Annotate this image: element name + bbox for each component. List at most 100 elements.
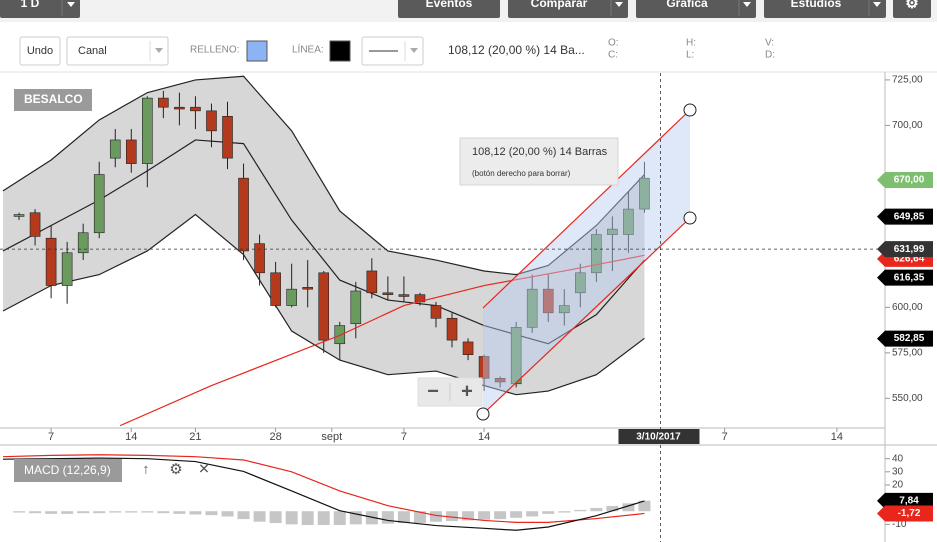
channel-handle[interactable] — [476, 407, 490, 421]
button[interactable] — [0, 0, 80, 18]
histogram-bar — [590, 507, 603, 512]
candle-body — [93, 174, 105, 234]
moving-average — [119, 254, 645, 427]
channel-drawing[interactable] — [476, 103, 697, 421]
x-tick-label: 7 — [401, 431, 407, 443]
x-tick-label: 14 — [125, 431, 137, 443]
indicator-badge — [14, 459, 122, 482]
candle-body — [591, 234, 602, 274]
indicator-label: MACD (12,26,9) — [24, 463, 111, 477]
candle-body — [109, 139, 121, 159]
price-tag-label: 626,64 — [894, 254, 925, 265]
histogram-bar — [45, 511, 58, 514]
histogram-bar — [413, 511, 426, 524]
candle-body — [254, 243, 265, 274]
x-tick-label: 14 — [478, 431, 490, 443]
candle-body — [494, 378, 506, 383]
histogram-bar — [253, 511, 266, 522]
histogram-bar — [173, 511, 186, 514]
settings-icon[interactable]: ⚙ — [169, 461, 182, 478]
price-tag-label: 649,85 — [894, 211, 925, 222]
settings-button[interactable] — [893, 0, 931, 18]
price-tag-label: 616,35 — [894, 272, 925, 283]
zoom-out[interactable]: − — [427, 380, 439, 402]
dropdown-arrow — [155, 48, 163, 53]
settings-icon: ⚙ — [905, 0, 918, 12]
move-icon[interactable]: ↑ — [143, 461, 150, 477]
button[interactable] — [508, 0, 628, 18]
button[interactable] — [764, 0, 886, 18]
tooltip-text: 108,12 (20,00 %) 14 Barras — [472, 146, 608, 158]
crosshair-date-label: 3/10/2017 — [636, 432, 681, 443]
dropdown-arrow — [743, 2, 751, 7]
candle-body — [639, 177, 650, 210]
fill-label: RELLENO: — [190, 45, 239, 56]
y-tick-label: 20 — [892, 480, 904, 491]
histogram-bar — [269, 511, 282, 524]
histogram-bar — [317, 511, 330, 526]
histogram-bar — [301, 511, 314, 526]
candle-body — [526, 288, 538, 328]
candle-body — [542, 288, 554, 314]
candle-body — [302, 287, 313, 290]
crosshair-price-label: 631,99 — [894, 244, 925, 255]
candle-body — [77, 232, 89, 254]
tooltip-note: (botón derecho para borrar) — [472, 169, 571, 178]
x-tick-label: 21 — [189, 431, 201, 443]
candle-body — [125, 139, 137, 164]
histogram-bar — [29, 511, 42, 514]
ohlc-label: O: — [608, 38, 619, 49]
histogram-bar — [125, 511, 138, 513]
ohlc-label: V: — [765, 38, 774, 49]
channel-handle[interactable] — [683, 103, 697, 117]
button-label: Comparar — [531, 0, 588, 10]
candle-body — [142, 97, 153, 164]
button-label: Eventos — [426, 0, 473, 10]
histogram-bar — [285, 511, 298, 525]
undo-button[interactable] — [19, 36, 61, 66]
histogram-bar — [558, 511, 571, 513]
candle-body — [190, 106, 201, 112]
signal-line — [2, 454, 645, 523]
histogram-bar — [526, 511, 539, 517]
line-swatch[interactable] — [329, 40, 351, 62]
price-tag — [877, 208, 933, 225]
channel-tooltip — [459, 137, 619, 186]
tool-select[interactable] — [66, 36, 169, 66]
channel-line — [482, 109, 691, 309]
candle-body — [222, 116, 233, 159]
price-plot: 725,00 700,00 600,00 575,00 550,00 7 14 21 28 sep… — [2, 75, 933, 443]
candle-body — [270, 272, 281, 306]
y-tick-label: 725,00 — [892, 75, 923, 86]
crosshair-price-tag — [877, 241, 933, 258]
measure-text: 108,12 (20,00 %) 14 Ba... — [448, 43, 585, 57]
dropdown-arrow — [67, 2, 75, 7]
dropdown-arrow — [615, 2, 623, 7]
dropdown-arrow — [410, 48, 418, 53]
button[interactable] — [398, 0, 500, 18]
price-tag — [877, 269, 933, 286]
indicator-tag-label: 7,84 — [899, 496, 919, 507]
candle-body — [174, 106, 185, 110]
y-tick-label: 40 — [892, 453, 904, 464]
x-tick-label: 14 — [831, 431, 843, 443]
button-label: 1 D — [21, 0, 40, 10]
histogram-bar — [237, 511, 250, 520]
indicator-tag-label: -1,72 — [898, 508, 921, 519]
button[interactable] — [636, 0, 756, 18]
candle-body — [398, 294, 410, 297]
fill-swatch[interactable] — [246, 40, 268, 62]
candle-body — [462, 341, 474, 355]
band-line — [2, 139, 645, 345]
channel-handle[interactable] — [683, 211, 697, 225]
close-icon[interactable]: ✕ — [198, 461, 210, 477]
y-tick-label: -10 — [892, 519, 907, 530]
histogram-bar — [189, 511, 202, 515]
price-tag — [877, 171, 933, 188]
candle-body — [238, 177, 249, 252]
candle-body — [318, 272, 330, 341]
y-tick-label: 600,00 — [892, 302, 923, 313]
zoom-in[interactable]: + — [461, 380, 473, 402]
symbol-label: BESALCO — [24, 92, 83, 106]
price-tag-label: 582,85 — [894, 333, 925, 344]
